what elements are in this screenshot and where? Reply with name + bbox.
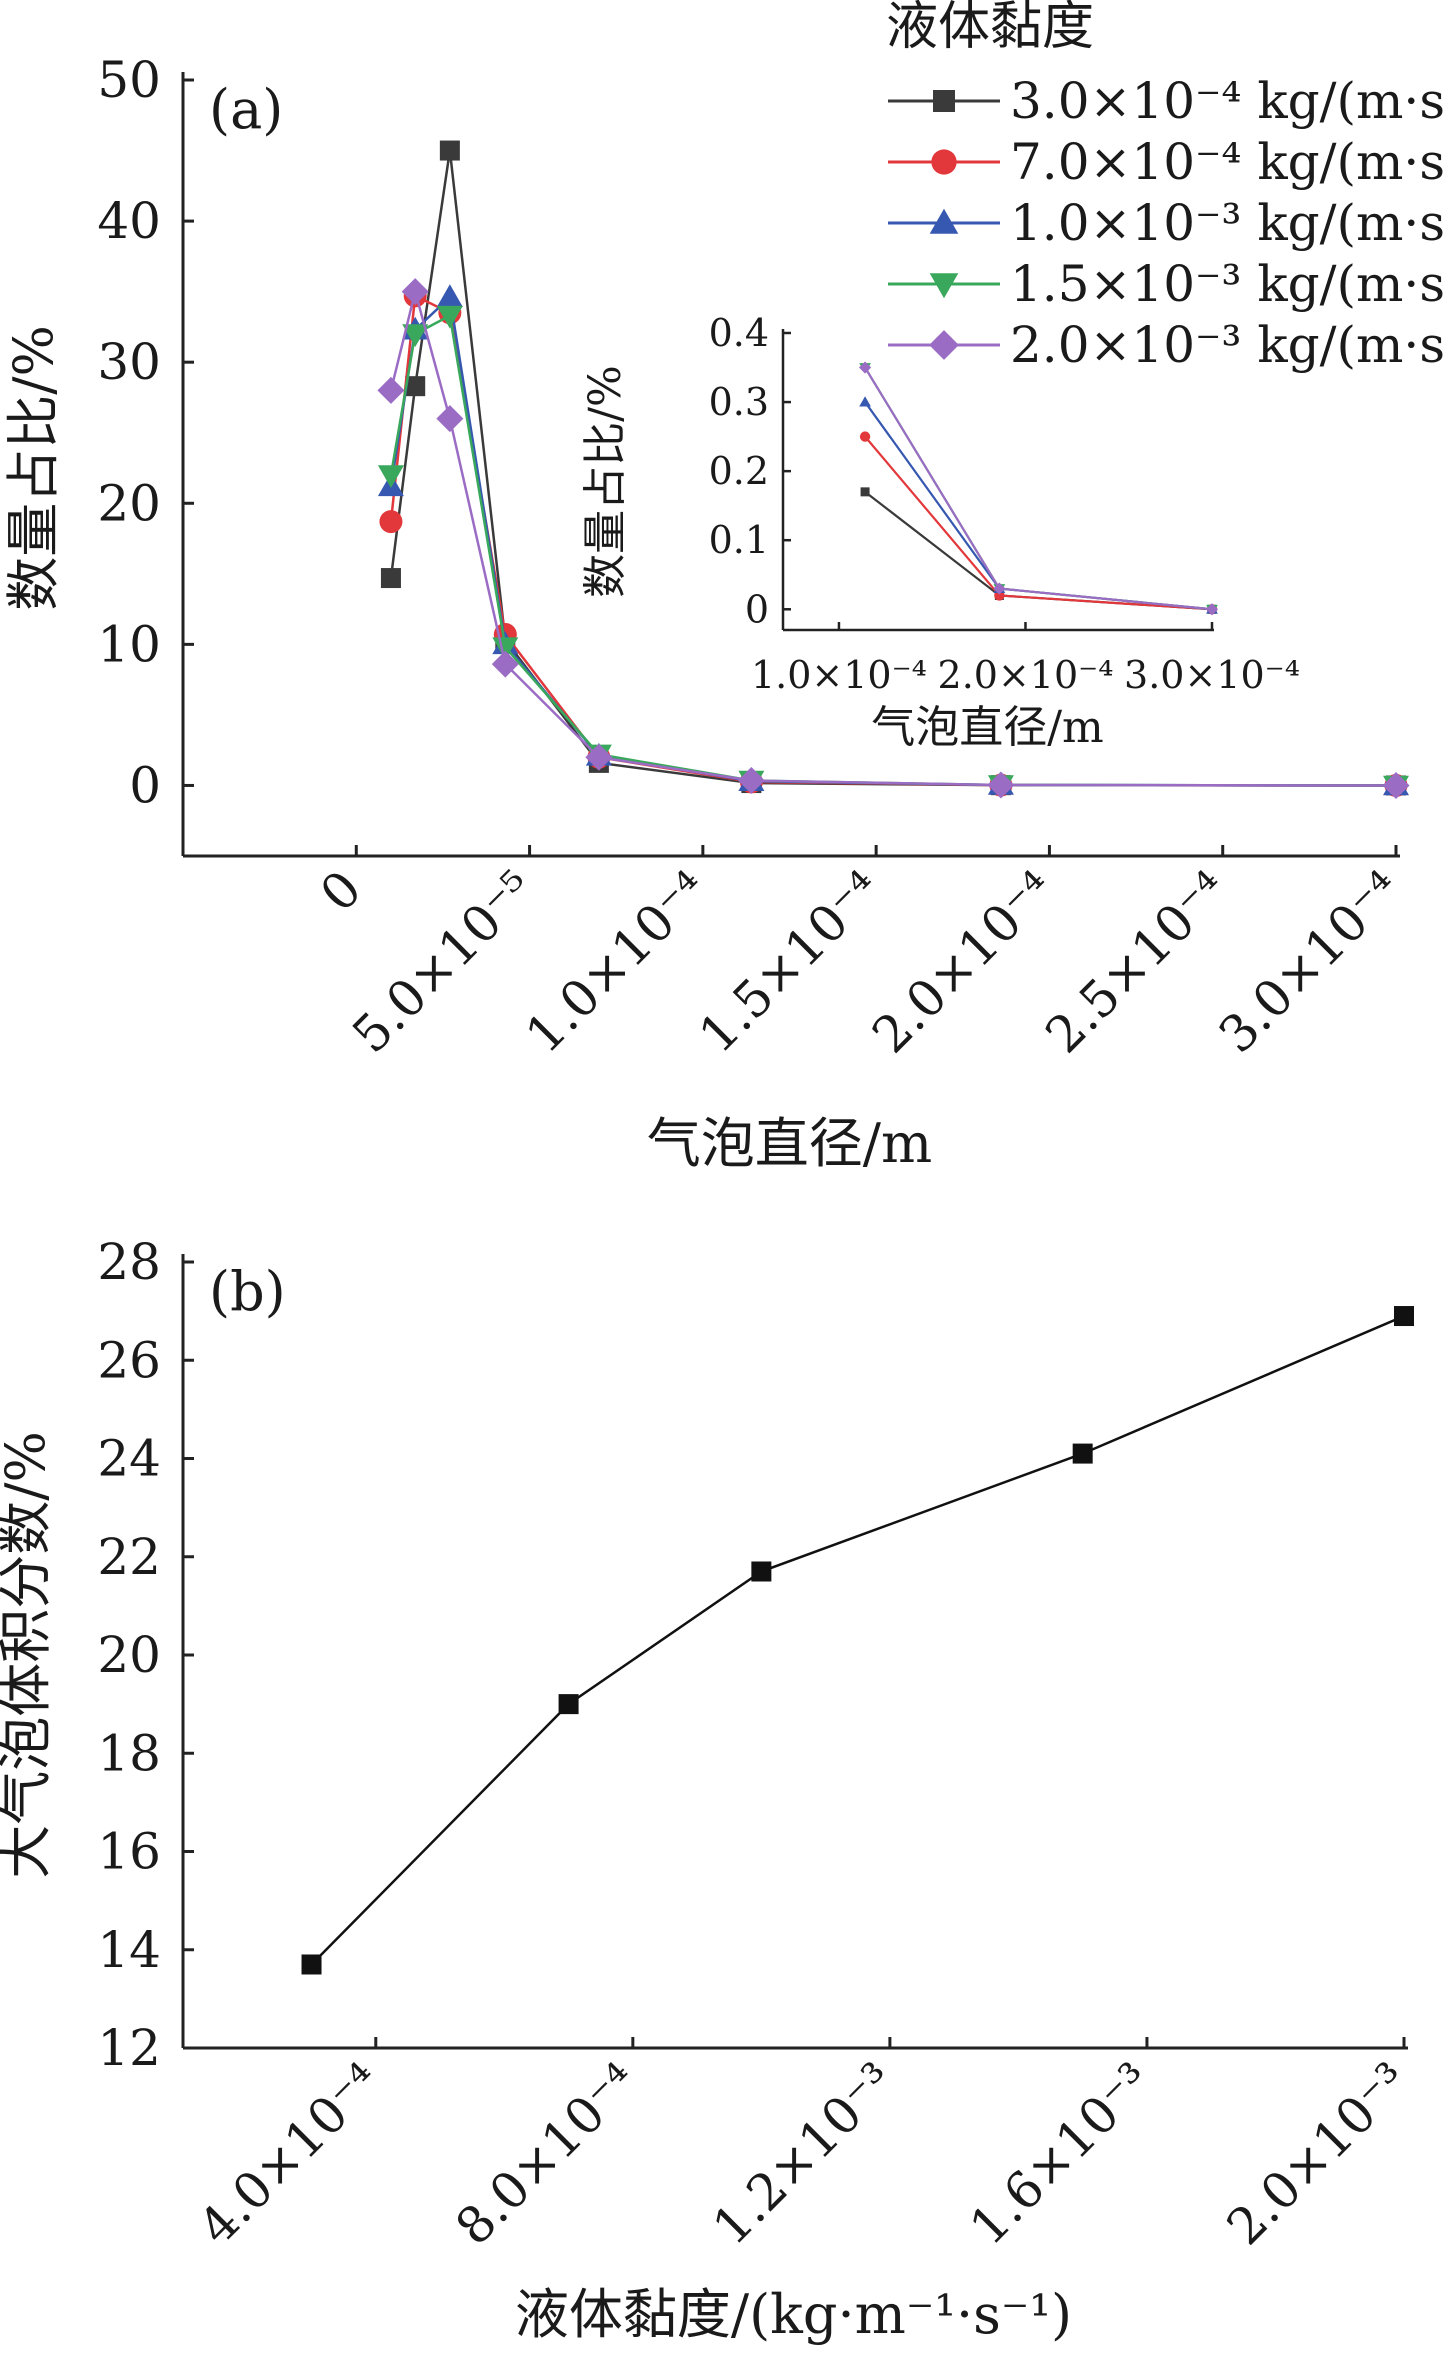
inset-y-tick-label: 0.1 — [709, 518, 769, 562]
panel-label: (b) — [209, 1260, 286, 1323]
x-tick-label: 4.0×10⁻⁴ — [188, 2051, 393, 2256]
series-line — [389, 286, 1397, 787]
x-tick-label: 1.5×10⁻⁴ — [688, 859, 893, 1064]
x-axis-title: 气泡直径/m — [647, 1112, 932, 1175]
x-tick-label: 2.0×10⁻⁴ — [861, 859, 1066, 1064]
data-point — [402, 324, 429, 347]
inset-series-line — [864, 435, 1213, 611]
data-point — [377, 376, 405, 404]
y-tick-label: 40 — [97, 192, 161, 250]
x-tick-label: 5.0×10⁻⁵ — [341, 859, 546, 1064]
y-tick-label: 20 — [97, 1626, 161, 1684]
y-tick-label: 0 — [129, 756, 161, 814]
inset-data-point — [993, 582, 1006, 595]
data-point — [987, 771, 1015, 799]
data-point — [1394, 1306, 1414, 1327]
inset-series-line — [864, 366, 1213, 611]
inset-y-tick-label: 0.3 — [709, 380, 769, 424]
data-point — [491, 650, 519, 678]
x-tick-label: 1.0×10⁻⁴ — [515, 859, 720, 1064]
legend-marker — [929, 330, 959, 360]
y-axis-title: 大气泡体积分数/% — [0, 1431, 57, 1879]
inset-x-tick-label: 1.0×10⁻⁴ — [751, 653, 927, 697]
y-tick-label: 28 — [97, 1233, 161, 1291]
data-point — [436, 405, 464, 433]
data-point — [436, 284, 463, 308]
y-tick-label: 24 — [97, 1430, 161, 1488]
inset-x-axis-title: 气泡直径/m — [871, 702, 1104, 753]
data-point — [1072, 1443, 1093, 1464]
y-axis-title: 数量占比/% — [2, 325, 65, 611]
inset-chart: 0 0.1 0.2 0.3 0.4 1.0×10⁻⁴ 2.0×10⁻⁴ 3.0×10⁻⁴ 气泡直… — [580, 311, 1300, 753]
legend-marker — [929, 273, 959, 299]
legend-label: 1.5×10⁻³ kg/(m·s) — [1010, 255, 1444, 313]
inset-y-tick-label: 0.4 — [709, 311, 769, 355]
inset-x-tick-label: 3.0×10⁻⁴ — [1124, 653, 1300, 697]
data-point — [301, 1954, 322, 1975]
data-point — [737, 767, 765, 795]
legend-label: 1.0×10⁻³ kg/(m·s) — [1010, 194, 1444, 252]
x-tick-label: 2.0×10⁻³ — [1216, 2051, 1421, 2256]
y-tick-label: 18 — [97, 1724, 161, 1782]
panel-label: (a) — [209, 78, 283, 141]
inset-y-tick-label: 0.2 — [709, 449, 769, 493]
legend-marker — [931, 149, 957, 175]
y-tick-label: 22 — [97, 1528, 161, 1586]
y-tick-label: 50 — [97, 51, 161, 109]
inset-data-point — [858, 361, 872, 374]
y-tick-label: 12 — [97, 2019, 161, 2077]
data-point — [585, 743, 613, 771]
legend-label: 7.0×10⁻⁴ kg/(m·s) — [1010, 133, 1444, 191]
data-point — [558, 1694, 579, 1715]
inset-data-point — [1205, 603, 1219, 616]
data-point — [1382, 771, 1410, 799]
legend-title: 液体黏度 — [886, 0, 1094, 57]
data-point — [492, 637, 519, 661]
y-tick-label: 20 — [97, 474, 161, 532]
inset-data-point — [859, 431, 871, 442]
inset-data-point — [859, 396, 871, 407]
inset-data-point — [860, 487, 870, 497]
x-tick-label: 3.0×10⁻⁴ — [1208, 859, 1413, 1064]
data-point — [380, 568, 401, 589]
x-tick-label: 2.5×10⁻⁴ — [1035, 859, 1240, 1064]
data-point — [751, 1561, 772, 1582]
data-point — [405, 376, 426, 397]
x-axis-title: 液体黏度/(kg·m⁻¹·s⁻¹) — [515, 2283, 1072, 2346]
inset-y-axis-title: 数量占比/% — [580, 365, 631, 598]
legend-label: 2.0×10⁻³ kg/(m·s) — [1010, 316, 1444, 374]
panel-b-chart: 12 14 16 18 20 22 24 26 28 4.0×10⁻⁴ 8.0×10⁻⁴ 1.2×10… — [0, 1233, 1420, 2346]
data-point — [436, 305, 463, 329]
inset-series-line — [864, 366, 1213, 611]
legend-label: 3.0×10⁻⁴ kg/(m·s) — [1010, 72, 1444, 130]
data-point — [401, 278, 429, 306]
y-tick-label: 16 — [97, 1823, 161, 1881]
data-point — [439, 140, 460, 161]
inset-x-tick-label: 2.0×10⁻⁴ — [938, 653, 1114, 697]
legend-marker — [929, 208, 959, 234]
x-tick-label: 1.6×10⁻³ — [959, 2051, 1164, 2256]
inset-series-line — [864, 401, 1213, 611]
series-line — [310, 1314, 1405, 1966]
x-tick-label: 8.0×10⁻⁴ — [445, 2051, 650, 2256]
x-tick-label: 1.2×10⁻³ — [702, 2051, 907, 2256]
y-tick-label: 14 — [97, 1921, 161, 1979]
data-point — [377, 465, 404, 489]
x-tick-label: 0 — [309, 859, 373, 923]
data-point — [379, 510, 403, 534]
y-tick-label: 10 — [97, 615, 161, 673]
panel-a-chart: 0102030405005.0×10⁻⁵1.0×10⁻⁴1.5×10⁻⁴2.0×… — [2, 0, 1444, 1175]
legend-marker — [933, 90, 955, 112]
inset-y-tick-label: 0 — [745, 587, 769, 631]
y-tick-label: 30 — [97, 333, 161, 391]
y-tick-label: 26 — [97, 1331, 161, 1389]
